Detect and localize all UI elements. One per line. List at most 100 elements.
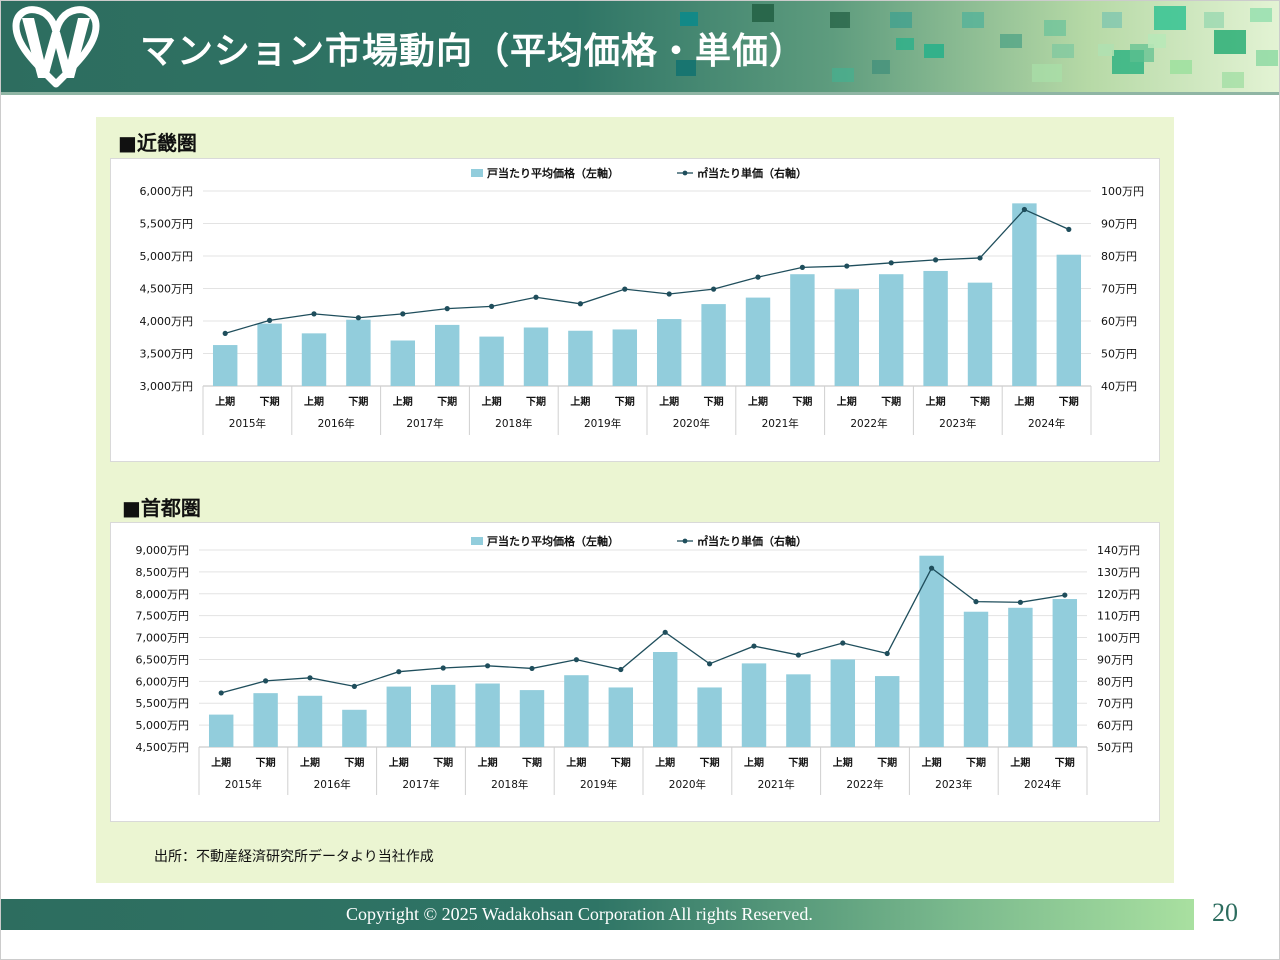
line-point <box>400 311 406 317</box>
line-point <box>529 665 535 672</box>
line-point <box>973 599 979 605</box>
y-right-tick-label: 70万円 <box>1097 697 1133 710</box>
y-right-tick-label: 80万円 <box>1097 675 1133 688</box>
x-half-label: 下期 <box>788 756 808 769</box>
line-point <box>929 565 935 571</box>
bar <box>790 274 815 386</box>
bar <box>697 687 722 747</box>
line-point <box>307 675 313 681</box>
y-left-tick-label: 3,500万円 <box>140 348 194 361</box>
x-half-label: 上期 <box>482 395 502 408</box>
x-half-label: 下期 <box>522 756 542 769</box>
line-point <box>1017 599 1024 605</box>
bar <box>386 686 412 747</box>
bar <box>878 274 904 386</box>
line-point <box>1062 592 1068 598</box>
x-half-label: 上期 <box>215 395 235 408</box>
x-year-label: 2015年 <box>225 778 262 791</box>
x-year-label: 2015年 <box>229 417 266 430</box>
bar <box>608 687 634 747</box>
line-point <box>1066 226 1072 232</box>
x-half-label: 下期 <box>260 395 280 408</box>
legend-line-marker <box>682 538 688 544</box>
x-half-label: 下期 <box>344 756 364 769</box>
x-year-label: 2016年 <box>318 417 355 430</box>
bar <box>923 270 948 386</box>
x-year-label: 2016年 <box>314 778 351 791</box>
bar <box>786 674 811 747</box>
line-point <box>396 669 402 675</box>
x-half-label: 上期 <box>211 756 231 769</box>
source-note: 出所：不動産経済研究所データより当社作成 <box>154 849 434 865</box>
bar <box>1052 599 1078 747</box>
x-half-label: 上期 <box>833 756 853 769</box>
x-half-label: 上期 <box>659 395 679 408</box>
bar <box>390 340 416 386</box>
line-point <box>573 657 579 663</box>
y-left-tick-label: 6,000万円 <box>136 675 190 688</box>
x-year-label: 2022年 <box>846 778 883 791</box>
y-left-tick-label: 4,500万円 <box>136 741 190 754</box>
bar <box>874 676 900 747</box>
bar <box>479 336 504 386</box>
bar <box>967 282 993 386</box>
line-point <box>888 260 894 266</box>
y-right-tick-label: 70万円 <box>1101 283 1137 296</box>
line-point <box>489 303 495 309</box>
line-point <box>751 643 757 649</box>
y-right-tick-label: 140万円 <box>1097 544 1140 557</box>
line-point <box>267 317 273 323</box>
x-half-label: 上期 <box>748 395 768 408</box>
line-point <box>351 683 357 689</box>
y-right-tick-label: 100万円 <box>1101 185 1144 198</box>
page-number: 20 <box>1212 898 1238 927</box>
x-half-label: 下期 <box>877 756 897 769</box>
bar <box>1012 203 1037 386</box>
x-half-label: 下期 <box>526 395 546 408</box>
x-year-label: 2020年 <box>669 778 706 791</box>
line-point <box>840 640 846 646</box>
y-right-tick-label: 100万円 <box>1097 632 1140 645</box>
x-half-label: 上期 <box>300 756 320 769</box>
x-half-label: 下期 <box>615 395 635 408</box>
y-right-tick-label: 60万円 <box>1097 719 1133 732</box>
line-point <box>844 263 850 269</box>
bar <box>701 304 726 386</box>
legend-label-price: 戸当たり平均価格（左軸） <box>487 166 619 180</box>
y-left-tick-label: 4,500万円 <box>140 283 194 296</box>
section-title-shutoken: ■首都圏 <box>122 496 201 520</box>
page-title: マンション市場動向（平均価格・単価） <box>140 31 807 72</box>
line-point <box>440 665 446 671</box>
legend-bar-swatch <box>471 169 483 177</box>
bar <box>919 555 944 747</box>
line-point <box>795 652 802 658</box>
bar <box>212 345 238 386</box>
bar <box>1056 254 1082 386</box>
line-point <box>666 291 672 297</box>
x-year-label: 2021年 <box>762 417 799 430</box>
x-half-label: 上期 <box>566 756 586 769</box>
line-point <box>933 257 939 263</box>
bar <box>745 297 771 386</box>
bar <box>297 695 323 747</box>
company-logo <box>12 6 100 88</box>
y-right-tick-label: 50万円 <box>1097 741 1133 754</box>
line-series <box>225 208 1070 334</box>
x-half-label: 下期 <box>970 395 990 408</box>
x-half-label: 上期 <box>570 395 590 408</box>
x-year-label: 2017年 <box>402 778 439 791</box>
y-left-tick-label: 5,000万円 <box>136 719 190 732</box>
x-half-label: 上期 <box>744 756 764 769</box>
x-half-label: 下期 <box>1059 395 1079 408</box>
section-title-kinki: ■近畿圏 <box>118 131 197 155</box>
line-point <box>622 286 628 292</box>
x-year-label: 2023年 <box>935 778 972 791</box>
line-point <box>707 661 713 667</box>
y-left-tick-label: 8,000万円 <box>136 588 190 601</box>
line-point <box>222 330 228 336</box>
bar <box>834 289 860 386</box>
y-right-tick-label: 130万円 <box>1097 566 1140 579</box>
x-half-label: 上期 <box>389 756 409 769</box>
bar <box>523 327 549 386</box>
x-year-label: 2019年 <box>580 778 617 791</box>
